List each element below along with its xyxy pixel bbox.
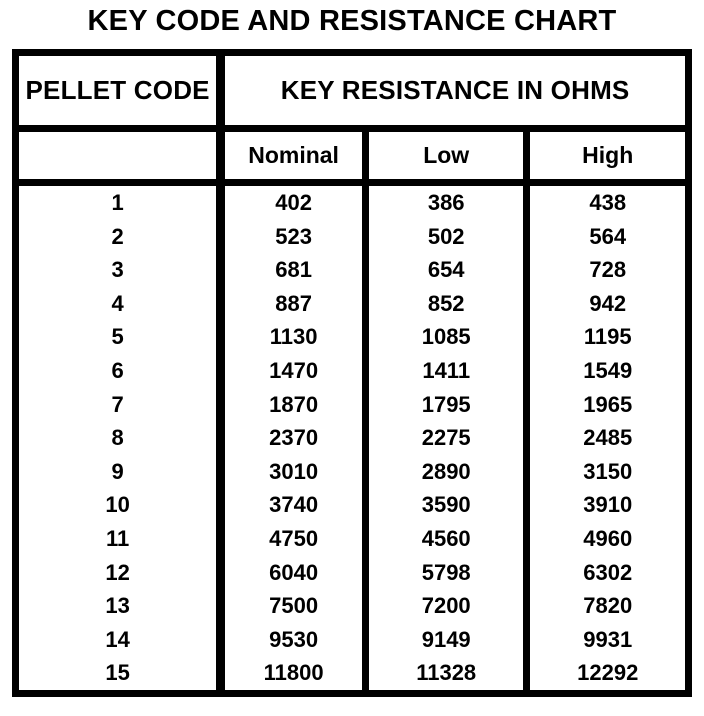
key-resistance-group-header: KEY RESISTANCE IN OHMS — [220, 52, 689, 132]
table-row: 2 523 502 564 — [15, 219, 689, 254]
high-cell: 2485 — [583, 425, 633, 451]
high-column-header: High — [526, 128, 689, 186]
header-row: PELLET CODE KEY RESISTANCE IN OHMS — [15, 52, 689, 132]
pellet-code-cell: 13 — [15, 589, 226, 623]
table-body: 1 402 386 438 2 523 502 564 3 681 654 728 4 887 852 942… — [15, 182, 689, 694]
low-cell: 654 — [365, 253, 531, 287]
resistance-table: PELLET CODE KEY RESISTANCE IN OHMS Nomin… — [12, 49, 692, 697]
nominal-cell: 4750 — [220, 521, 369, 556]
table-row: 5 1130 1085 1195 — [15, 320, 689, 354]
low-cell: 852 — [365, 286, 531, 321]
pellet-code-cell: 7 — [15, 387, 226, 422]
table-row: 6 1470 1411 1549 — [15, 353, 689, 388]
table-row: 8 2370 2275 2485 — [15, 421, 689, 455]
low-cell: 9149 — [365, 622, 531, 657]
low-cell: 502 — [365, 219, 531, 254]
pellet-code-cell: 1 — [15, 182, 226, 220]
high-cell: 1195 — [583, 324, 632, 350]
table-row: 13 7500 7200 7820 — [15, 589, 689, 623]
table-row: 12 6040 5798 6302 — [15, 555, 689, 590]
nominal-cell: 402 — [220, 182, 369, 220]
table-row: 7 1870 1795 1965 — [15, 387, 689, 422]
high-cell: 438 — [589, 190, 627, 215]
pellet-code-cell: 5 — [15, 320, 226, 354]
high-cell: 1549 — [583, 357, 633, 383]
high-cell: 12292 — [577, 660, 639, 686]
table-row: 9 3010 2890 3150 — [15, 454, 689, 489]
nominal-cell: 887 — [220, 286, 369, 321]
pellet-code-cell: 15 — [15, 656, 226, 694]
nominal-cell: 1470 — [220, 353, 369, 388]
high-cell: 6302 — [583, 559, 633, 585]
low-column-header: Low — [365, 128, 531, 186]
high-cell: 3150 — [583, 458, 633, 484]
table-row: 11 4750 4560 4960 — [15, 521, 689, 556]
low-cell: 2890 — [365, 454, 531, 489]
low-cell: 1085 — [365, 320, 531, 354]
low-cell: 2275 — [365, 421, 531, 455]
nominal-cell: 1870 — [220, 387, 369, 422]
low-cell: 5798 — [365, 555, 531, 590]
nominal-cell: 2370 — [220, 421, 369, 455]
low-cell: 1795 — [365, 387, 531, 422]
low-cell: 1411 — [365, 353, 531, 388]
pellet-code-header: PELLET CODE — [15, 52, 226, 132]
table-row: 14 9530 9149 9931 — [15, 622, 689, 657]
high-cell: 564 — [589, 223, 627, 249]
pellet-code-cell: 2 — [15, 219, 226, 254]
pellet-code-cell: 14 — [15, 622, 226, 657]
pellet-code-cell: 4 — [15, 286, 226, 321]
low-cell: 7200 — [365, 589, 531, 623]
high-cell: 4960 — [583, 525, 633, 551]
table-row: 15 11800 11328 12292 — [15, 656, 689, 694]
pellet-code-cell: 12 — [15, 555, 226, 590]
nominal-cell: 9530 — [220, 622, 369, 657]
high-cell: 728 — [589, 257, 627, 283]
nominal-cell: 3740 — [220, 488, 369, 522]
pellet-code-blank-cell — [15, 128, 226, 186]
table-row: 1 402 386 438 — [15, 182, 689, 220]
nominal-cell: 523 — [220, 219, 369, 254]
low-cell: 4560 — [365, 521, 531, 556]
high-cell: 9931 — [583, 626, 633, 652]
table-row: 4 887 852 942 — [15, 286, 689, 321]
nominal-column-header: Nominal — [220, 128, 369, 186]
nominal-cell: 681 — [220, 253, 369, 287]
high-cell: 3910 — [583, 492, 633, 518]
nominal-cell: 6040 — [220, 555, 369, 590]
high-cell: 7820 — [583, 593, 633, 619]
chart-title: KEY CODE AND RESISTANCE CHART — [87, 5, 617, 37]
nominal-cell: 7500 — [220, 589, 369, 623]
subheader-row: Nominal Low High — [15, 128, 689, 186]
nominal-cell: 3010 — [220, 454, 369, 489]
table-row: 10 3740 3590 3910 — [15, 488, 689, 522]
pellet-code-cell: 11 — [15, 521, 226, 556]
high-cell: 1965 — [583, 391, 633, 417]
table-row: 3 681 654 728 — [15, 253, 689, 287]
pellet-code-cell: 8 — [15, 421, 226, 455]
pellet-code-cell: 10 — [15, 488, 226, 522]
low-cell: 386 — [365, 182, 531, 220]
nominal-cell: 11800 — [220, 656, 369, 694]
pellet-code-cell: 3 — [15, 253, 226, 287]
nominal-cell: 1130 — [220, 320, 369, 354]
high-cell: 942 — [589, 290, 627, 316]
pellet-code-cell: 9 — [15, 454, 226, 489]
low-cell: 11328 — [365, 656, 531, 694]
table-header: PELLET CODE KEY RESISTANCE IN OHMS Nomin… — [15, 52, 689, 186]
pellet-code-cell: 6 — [15, 353, 226, 388]
low-cell: 3590 — [365, 488, 531, 522]
